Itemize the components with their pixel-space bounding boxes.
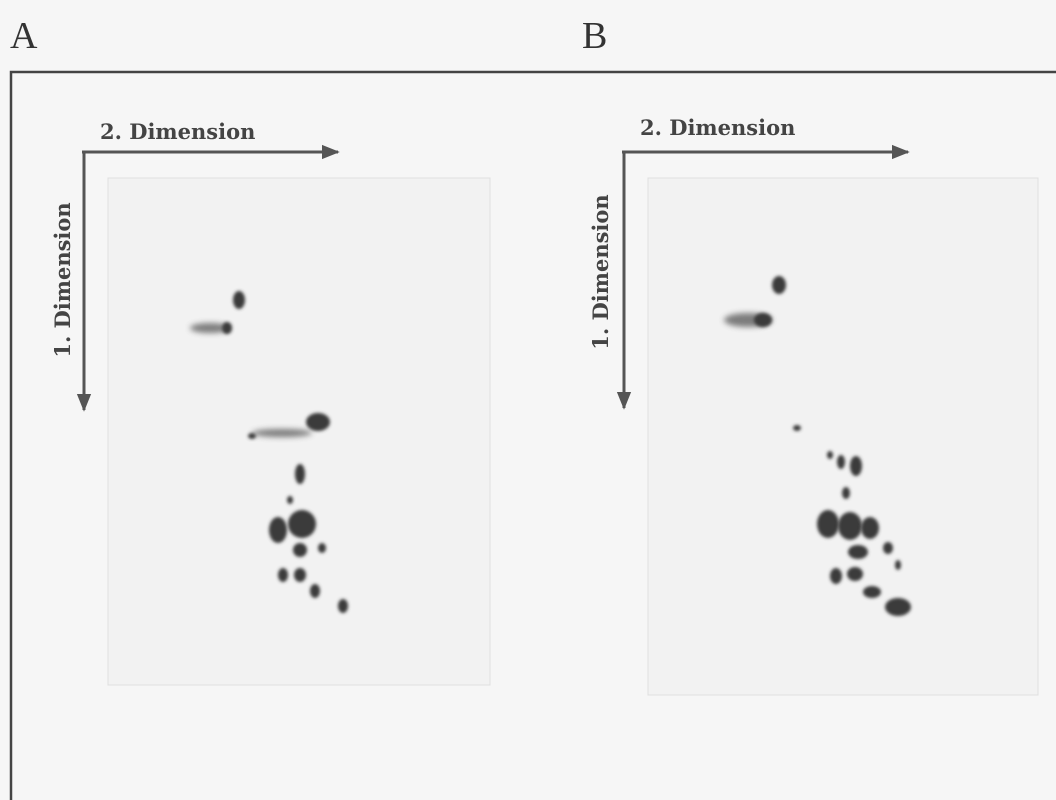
spot — [295, 464, 305, 484]
spot — [293, 543, 307, 557]
spot — [294, 568, 306, 582]
spot — [278, 568, 288, 582]
spot — [830, 568, 842, 584]
spot — [861, 517, 879, 539]
spot — [772, 276, 786, 294]
frame — [9, 70, 1056, 800]
x-axis-label: 2. Dimension — [640, 115, 795, 140]
x-axis-label: 2. Dimension — [100, 119, 255, 144]
spot — [287, 496, 293, 504]
streak — [252, 429, 312, 437]
spots — [724, 276, 911, 616]
spot — [842, 487, 850, 499]
spot — [848, 545, 868, 559]
spot — [883, 542, 893, 554]
spot — [837, 455, 845, 469]
spot — [895, 560, 901, 570]
spots — [190, 291, 348, 613]
spot — [754, 313, 772, 327]
panel-letter: B — [582, 15, 607, 57]
spot — [885, 598, 911, 616]
y-axis-label: 1. Dimension — [588, 194, 613, 349]
spot — [827, 451, 833, 459]
gel — [647, 177, 1039, 696]
spot — [793, 425, 801, 431]
panel-letter: A — [10, 15, 38, 57]
spot — [847, 567, 863, 581]
spot — [850, 456, 862, 476]
spot — [310, 584, 320, 598]
spot — [288, 510, 316, 538]
y-axis-label: 1. Dimension — [50, 202, 75, 357]
spot — [318, 543, 326, 553]
streak — [190, 323, 230, 333]
spot — [817, 510, 839, 538]
spot — [338, 599, 348, 613]
spot — [233, 291, 245, 309]
spot — [306, 413, 330, 431]
spot — [248, 433, 256, 439]
spot — [269, 517, 287, 543]
spot — [838, 512, 862, 540]
spot — [863, 586, 881, 598]
spot — [222, 322, 232, 334]
